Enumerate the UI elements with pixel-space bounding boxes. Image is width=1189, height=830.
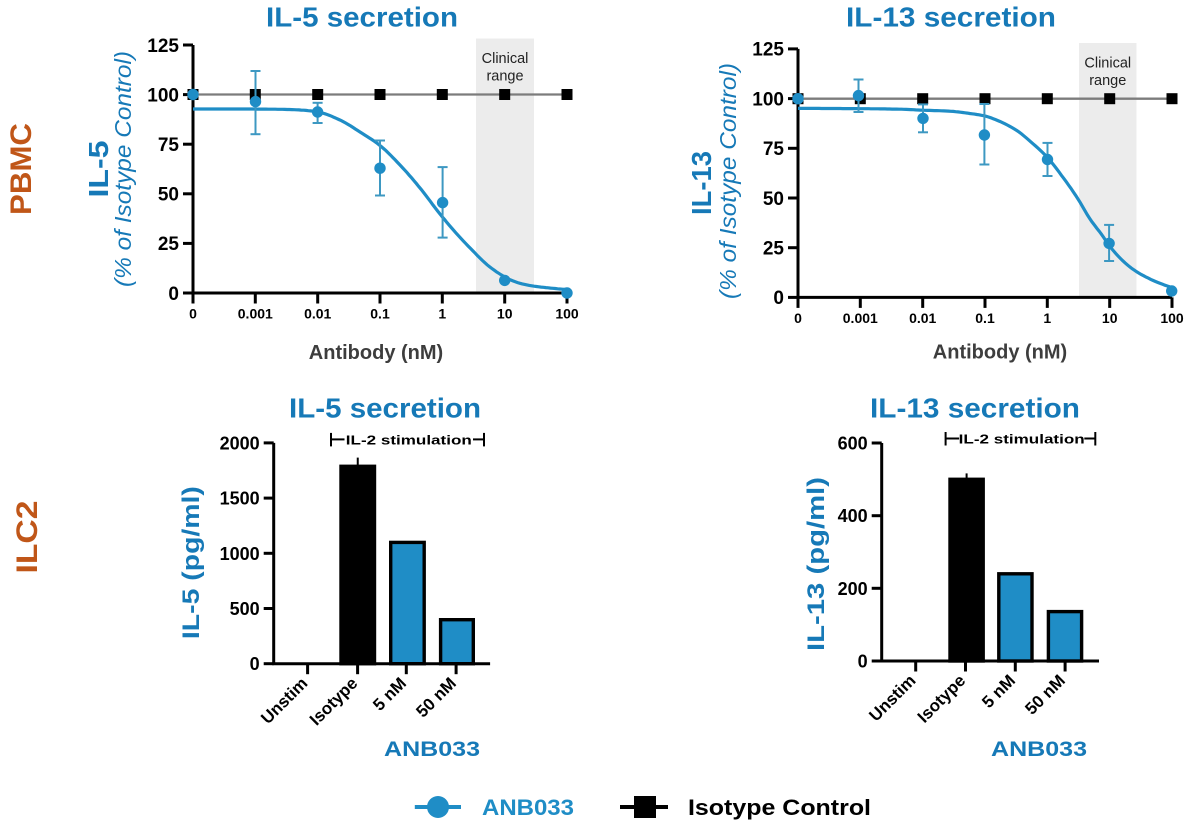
svg-text:IL-5: IL-5 [83,141,114,198]
svg-text:IL-13 secretion: IL-13 secretion [870,393,1080,424]
svg-text:100: 100 [147,85,179,106]
svg-text:0.01: 0.01 [909,310,936,326]
svg-text:0: 0 [250,654,260,674]
svg-text:75: 75 [158,135,180,156]
svg-text:200: 200 [838,579,868,599]
svg-text:10: 10 [1102,310,1118,326]
svg-text:ANB033: ANB033 [384,738,480,761]
svg-text:0: 0 [794,310,802,326]
svg-text:ANB033: ANB033 [482,795,574,820]
svg-text:1: 1 [1043,310,1051,326]
svg-text:Antibody (nM): Antibody (nM) [309,342,443,364]
svg-text:125: 125 [752,40,784,61]
svg-text:50: 50 [763,189,784,210]
svg-text:75: 75 [763,139,785,160]
svg-text:100: 100 [1160,310,1184,326]
svg-text:Antibody (nM): Antibody (nM) [933,342,1067,364]
svg-text:25: 25 [763,239,785,260]
svg-text:range: range [486,69,523,85]
svg-text:0.1: 0.1 [370,306,390,322]
svg-text:0.001: 0.001 [843,310,878,326]
svg-text:0: 0 [189,306,197,322]
svg-text:Clinical: Clinical [1084,56,1131,72]
svg-text:100: 100 [752,89,784,110]
svg-text:IL-5 secretion: IL-5 secretion [266,2,458,33]
svg-text:0: 0 [168,284,179,305]
svg-text:50: 50 [158,185,179,206]
svg-text:0.001: 0.001 [238,306,273,322]
svg-text:IL-13 secretion: IL-13 secretion [846,2,1056,33]
svg-text:IL-2 stimulation: IL-2 stimulation [959,432,1085,447]
svg-text:1: 1 [438,306,446,322]
svg-text:IL-5 (pg/ml): IL-5 (pg/ml) [178,486,205,639]
svg-text:0.1: 0.1 [975,310,995,326]
svg-text:(% of Isotype Control): (% of Isotype Control) [715,63,741,299]
svg-text:IL-13 (pg/ml): IL-13 (pg/ml) [803,477,830,651]
svg-text:1500: 1500 [220,489,260,509]
svg-text:IL-5 secretion: IL-5 secretion [289,393,481,424]
svg-text:1000: 1000 [220,544,260,564]
svg-text:(% of Isotype Control): (% of Isotype Control) [110,51,136,287]
svg-text:10: 10 [497,306,513,322]
svg-text:ILC2: ILC2 [11,501,44,574]
svg-text:2000: 2000 [220,433,260,453]
svg-text:Isotype Control: Isotype Control [688,795,871,820]
svg-text:0: 0 [858,652,868,672]
svg-text:0: 0 [773,288,784,309]
svg-text:125: 125 [147,36,179,57]
svg-text:100: 100 [555,306,579,322]
svg-text:IL-2 stimulation: IL-2 stimulation [346,432,472,447]
svg-text:0.01: 0.01 [304,306,331,322]
svg-text:500: 500 [230,599,260,619]
svg-text:25: 25 [158,234,180,255]
svg-text:PBMC: PBMC [5,123,38,215]
svg-text:ANB033: ANB033 [991,738,1087,761]
svg-text:IL-13: IL-13 [686,151,717,215]
svg-text:Clinical: Clinical [482,51,529,67]
svg-text:400: 400 [838,506,868,526]
svg-text:range: range [1089,73,1126,89]
svg-text:600: 600 [838,434,868,454]
